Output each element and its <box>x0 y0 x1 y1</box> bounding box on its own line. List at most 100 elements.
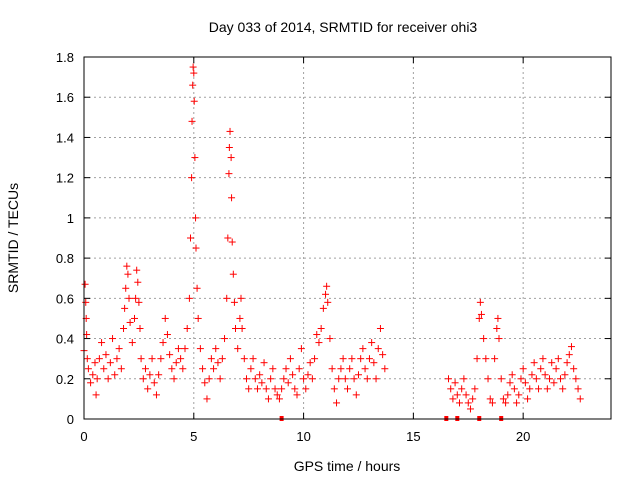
data-point <box>476 298 484 306</box>
data-point <box>150 379 158 387</box>
data-point <box>499 395 507 403</box>
data-point <box>207 355 215 363</box>
data-point <box>190 97 198 105</box>
data-point <box>188 174 196 182</box>
data-point <box>480 335 488 343</box>
data-point <box>227 154 235 162</box>
data-point <box>495 335 503 343</box>
data-point <box>458 385 466 393</box>
data-point <box>537 365 545 373</box>
data-point <box>570 365 578 373</box>
data-point <box>565 351 573 359</box>
data-point <box>289 371 297 379</box>
data-point <box>530 359 538 367</box>
data-point <box>541 371 549 379</box>
data-point <box>346 365 354 373</box>
data-point <box>286 355 294 363</box>
data-point <box>221 335 229 343</box>
axis-ticks <box>83 56 611 420</box>
data-point <box>317 325 325 332</box>
data-point <box>308 375 316 383</box>
data-point <box>486 395 494 403</box>
x-tick-label: 5 <box>190 429 197 444</box>
data-point <box>313 331 321 339</box>
data-point <box>572 375 580 383</box>
data-point <box>205 375 213 383</box>
x-tick-label: 20 <box>516 429 530 444</box>
data-point <box>370 359 378 367</box>
data-point <box>341 375 349 383</box>
data-point <box>302 385 310 393</box>
data-point <box>191 154 199 162</box>
data-point <box>128 339 136 347</box>
data-point <box>144 385 152 393</box>
data-point <box>95 355 103 363</box>
data-point <box>497 375 505 383</box>
data-point <box>330 385 338 393</box>
data-point <box>247 365 255 373</box>
data-point <box>168 365 176 373</box>
data-point <box>133 266 141 274</box>
data-point <box>282 365 290 373</box>
data-point <box>81 280 89 288</box>
data-point <box>323 282 331 290</box>
data-point <box>134 278 142 286</box>
data-point <box>229 270 237 278</box>
y-tick-label: 0.8 <box>56 251 74 266</box>
data-point <box>267 375 275 383</box>
data-point <box>319 304 327 312</box>
data-point <box>189 81 197 89</box>
data-point <box>348 355 356 363</box>
data-point <box>228 194 236 202</box>
data-point <box>269 365 277 373</box>
data-point <box>183 325 191 332</box>
data-point <box>181 345 189 353</box>
data-point <box>376 325 384 332</box>
data-point <box>224 234 232 242</box>
data-point <box>374 345 382 353</box>
data-point <box>117 365 125 373</box>
data-point <box>300 375 308 383</box>
data-point <box>339 355 347 363</box>
chart-title: Day 033 of 2014, SRMTID for receiver ohi… <box>209 19 478 35</box>
data-point <box>473 355 481 363</box>
data-point <box>379 351 387 359</box>
data-point <box>83 355 91 363</box>
x-tick-label: 15 <box>406 429 420 444</box>
data-point <box>192 214 200 222</box>
data-point <box>354 371 362 379</box>
data-point <box>469 395 477 403</box>
data-point <box>193 284 201 292</box>
data-point <box>324 298 332 306</box>
data-point <box>203 395 211 403</box>
data-point <box>563 359 571 367</box>
data-point <box>234 345 242 353</box>
data-point <box>102 351 110 359</box>
data-point <box>238 325 246 332</box>
y-tick-label: 1.8 <box>56 50 74 65</box>
data-point <box>226 127 234 135</box>
data-point <box>482 355 490 363</box>
data-point <box>488 399 496 407</box>
data-point <box>328 365 336 373</box>
data-point <box>228 238 236 246</box>
y-tick-label: 1.4 <box>56 130 74 145</box>
data-point <box>304 371 312 379</box>
data-point <box>237 294 245 302</box>
data-point <box>225 144 233 151</box>
data-point <box>539 355 547 363</box>
data-point <box>368 339 376 347</box>
data-point <box>214 359 222 367</box>
data-point <box>315 339 323 347</box>
data-point <box>271 385 279 393</box>
data-point <box>513 399 521 407</box>
data-point <box>258 379 266 387</box>
data-point <box>546 375 554 383</box>
data-point <box>111 371 119 379</box>
data-point <box>212 345 220 353</box>
data-point <box>455 399 463 407</box>
data-point <box>124 270 132 278</box>
data-point <box>471 385 479 393</box>
data-point <box>280 375 288 383</box>
